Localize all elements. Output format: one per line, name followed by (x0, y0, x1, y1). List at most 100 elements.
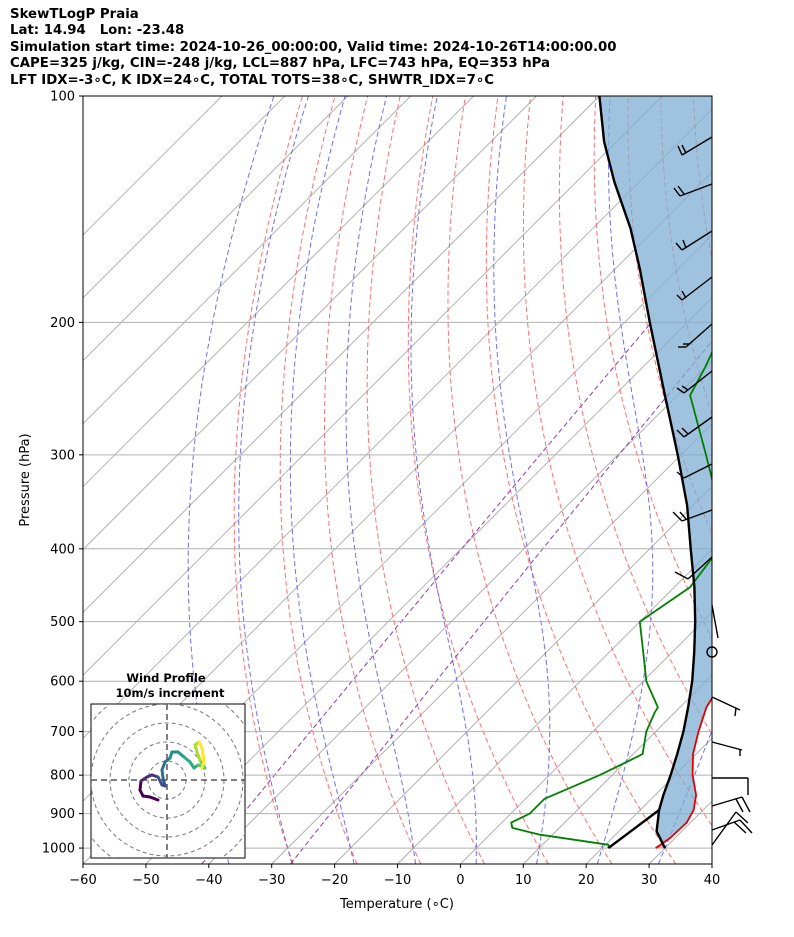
isotherm-line (522, 674, 712, 864)
moist-adiabat-line (596, 96, 654, 864)
y-tick-label: 900 (50, 807, 75, 822)
location-line: Lat: 14.94 Lon: -23.48 (10, 23, 185, 39)
isotherm-line (145, 297, 712, 864)
wind-barbs (672, 136, 753, 846)
wind-barb-flag (679, 511, 687, 520)
wind-barb-flag (739, 819, 753, 834)
time-line: Simulation start time: 2024-10-26_00:00:… (10, 39, 617, 55)
dry-adiabat-line (522, 96, 712, 827)
y-tick-label: 700 (50, 725, 75, 740)
cape-line: CAPE=325 j/kg, CIN=-248 j/kg, LCL=887 hP… (10, 56, 551, 72)
wind-barb-staff (683, 370, 713, 394)
wind-barb-flag (741, 796, 751, 813)
wind-barb-flag (676, 387, 685, 394)
moist-adiabat-line (289, 96, 355, 864)
wind-barb-flag (676, 429, 685, 438)
dry-adiabat-line (759, 96, 794, 864)
dry-adiabat-line (447, 96, 613, 864)
dry-adiabat-line (407, 96, 549, 864)
wind-barb-flag (734, 707, 737, 717)
x-tick-label: 30 (641, 873, 658, 888)
wind-barb-staff (711, 811, 737, 846)
wind-barb-flag (676, 471, 685, 479)
wind-barb-staff (687, 556, 713, 580)
dry-adiabat-line (366, 96, 485, 864)
isotherm-line (460, 611, 712, 864)
isotherm-line (83, 96, 600, 614)
parcel-lift-segment (607, 809, 660, 850)
parcel-line (598, 96, 697, 849)
x-tick-label: −40 (195, 873, 222, 888)
wind-barb-staff (681, 509, 713, 522)
x-tick-label: 20 (578, 873, 595, 888)
wind-barb-staff (681, 136, 713, 156)
mixing-ratio-line (290, 340, 712, 864)
isotherm-line (397, 548, 712, 864)
isotherm-line (271, 423, 712, 864)
wind-barb-flag (672, 511, 683, 522)
x-tick-label: 0 (456, 873, 464, 888)
y-tick-label: 800 (50, 769, 75, 784)
wind-barb-staff (683, 416, 713, 438)
wind-barb-flag (673, 187, 681, 197)
isotherm-line (83, 96, 349, 362)
chart-header: SkewTLogP Praia Lat: 14.94 Lon: -23.48 S… (10, 7, 617, 89)
calm-wind-circle (706, 646, 718, 658)
dry-adiabat-line (279, 96, 358, 864)
wind-barb-flag (675, 242, 683, 251)
hodograph-inset: Wind Profile 10m/s increment (90, 671, 246, 859)
wind-barb-staff (711, 796, 743, 807)
x-tick-label: −60 (69, 873, 96, 888)
hodograph-frame (90, 703, 246, 859)
wind-barb-flag (733, 821, 747, 834)
wind-barb-flag (681, 427, 689, 435)
wind-barb-flag (682, 239, 687, 249)
isotherm-line (208, 360, 712, 864)
x-tick-label: −30 (258, 873, 285, 888)
moist-adiabat-line (720, 96, 794, 864)
y-tick-label: 300 (50, 448, 75, 463)
x-tick-label: 10 (515, 873, 532, 888)
dry-adiabat-line (593, 96, 712, 639)
moist-adiabat-line (410, 96, 477, 864)
isotherm-line (711, 863, 712, 864)
isotherm-line (83, 108, 712, 739)
temperature-line (655, 696, 712, 849)
wind-barb-flag (681, 144, 687, 154)
isotherm-line (83, 96, 412, 425)
dewpoint-line (510, 350, 712, 849)
y-tick-label: 200 (50, 316, 75, 331)
cin-area (599, 96, 712, 843)
dry-adiabat-line (233, 96, 303, 864)
x-tick-label: 40 (704, 873, 721, 888)
y-tick-label: 600 (50, 675, 75, 690)
wind-barb-flag (677, 145, 683, 156)
wind-barb-flag (681, 290, 687, 299)
y-tick-label: 400 (50, 542, 75, 557)
moist-adiabat-line (493, 96, 551, 864)
x-tick-label: −50 (132, 873, 159, 888)
hodograph-rings (91, 704, 245, 858)
hodograph-trace-segment (200, 758, 206, 770)
wind-barb-staff (681, 230, 713, 251)
mixing-ratio-line (201, 322, 652, 864)
isotherm-line (83, 96, 223, 236)
hodograph-title: Wind Profile (126, 671, 206, 685)
wind-barb-staff (711, 696, 741, 711)
y-tick-label: 500 (50, 615, 75, 630)
wind-barb-flag (681, 385, 689, 391)
wind-barb-flag (677, 185, 685, 195)
y-tick-label: 1000 (42, 842, 75, 857)
wind-barb-flag (735, 798, 744, 813)
isotherm-line (83, 96, 537, 551)
wind-barb-staff (681, 276, 713, 301)
wind-barb-staff (683, 463, 713, 479)
moist-adiabat-line (345, 96, 416, 864)
isotherm-line (334, 485, 712, 864)
y-axis-label: Pressure (hPa) (18, 433, 33, 526)
axis-ticks: −60 −50 −40 −30 −20 −10 0 10 20 30 40 100 200 300 400 5… (42, 90, 720, 889)
isotherm-line (83, 96, 286, 299)
wind-barb-flag (735, 811, 749, 824)
hodograph-trace-segment (200, 746, 206, 762)
